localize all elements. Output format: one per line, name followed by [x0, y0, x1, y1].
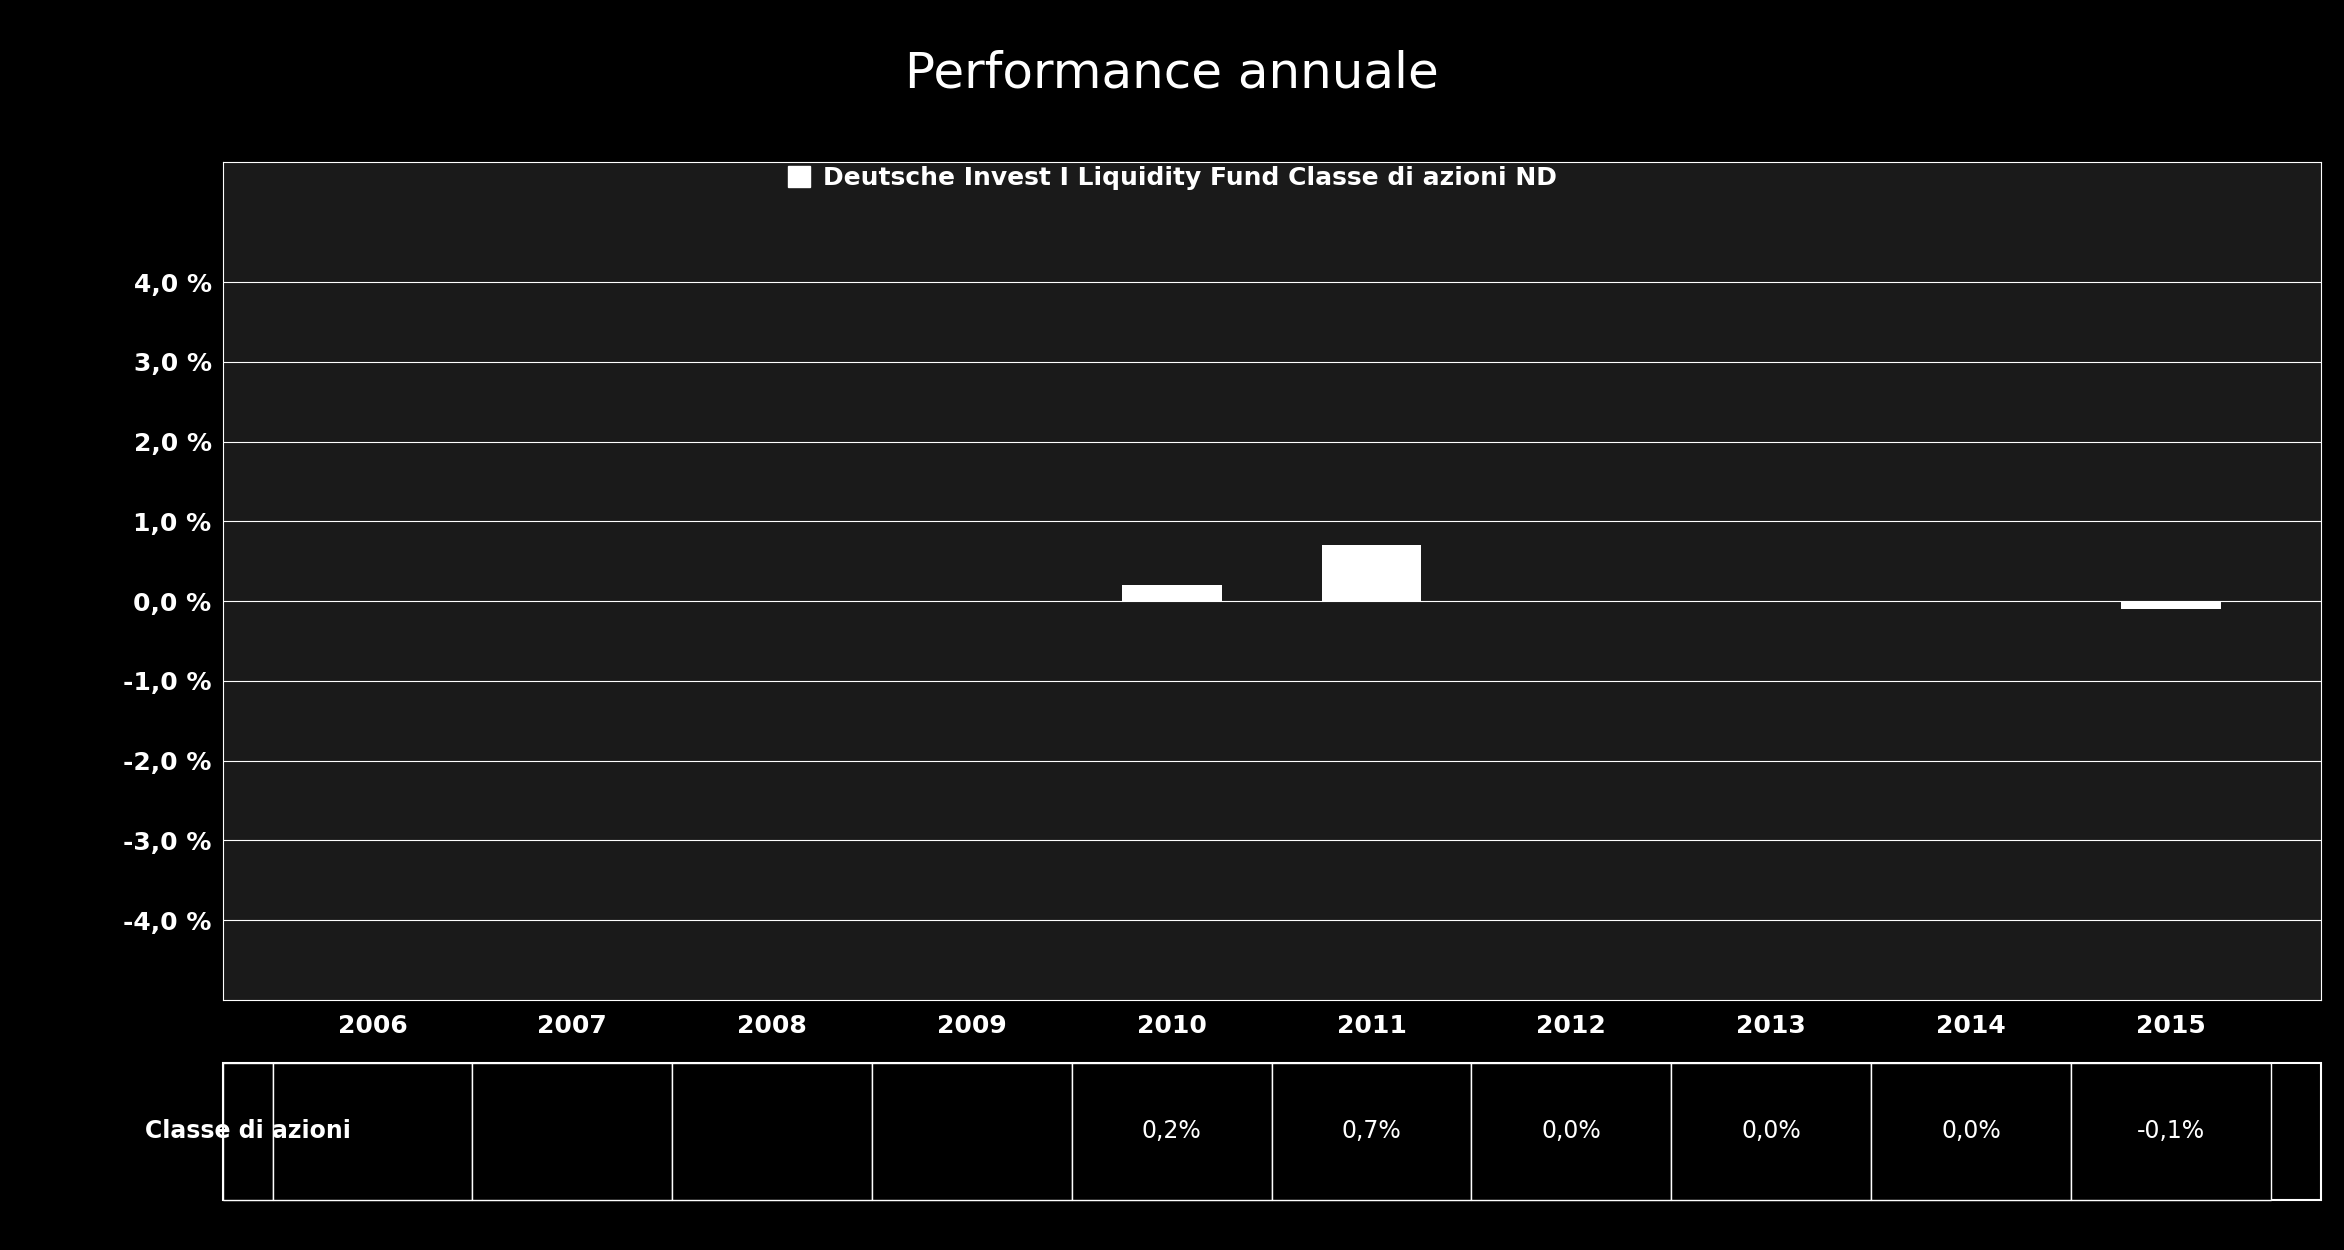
Bar — [272, 1062, 473, 1200]
Text: 0,2%: 0,2% — [1142, 1119, 1202, 1144]
Bar — [1273, 1062, 1472, 1200]
Bar — [2070, 1062, 2271, 1200]
Text: -0,1%: -0,1% — [2138, 1119, 2206, 1144]
Text: 0,0%: 0,0% — [1941, 1119, 2002, 1144]
Bar — [1671, 1062, 1871, 1200]
Text: Performance annuale: Performance annuale — [905, 50, 1439, 98]
Text: 0,0%: 0,0% — [1742, 1119, 1800, 1144]
Bar — [1123, 585, 1221, 601]
Bar — [673, 1062, 872, 1200]
Bar — [473, 1062, 673, 1200]
Bar — [1071, 1062, 1270, 1200]
Bar — [1322, 545, 1420, 601]
Bar — [223, 1062, 272, 1200]
Bar — [2121, 601, 2220, 609]
Bar — [1871, 1062, 2070, 1200]
Text: Classe di azioni: Classe di azioni — [145, 1119, 352, 1144]
Bar — [872, 1062, 1071, 1200]
Text: 0,0%: 0,0% — [1542, 1119, 1601, 1144]
Bar — [1472, 1062, 1671, 1200]
Legend: Deutsche Invest I Liquidity Fund Classe di azioni ND: Deutsche Invest I Liquidity Fund Classe … — [778, 156, 1566, 200]
Text: 0,7%: 0,7% — [1341, 1119, 1402, 1144]
